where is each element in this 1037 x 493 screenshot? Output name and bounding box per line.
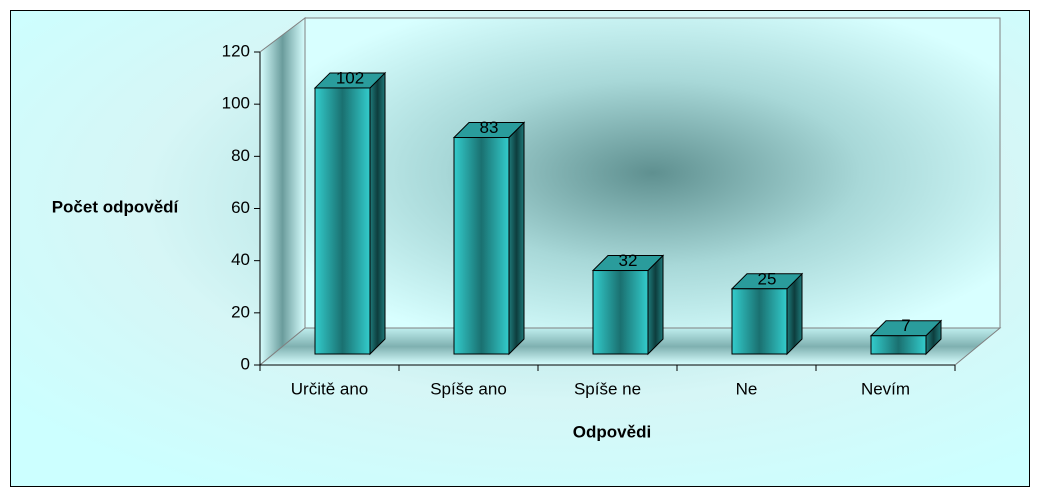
bar-side: [508, 121, 525, 356]
x-tick-label: Určitě ano: [291, 379, 368, 398]
x-axis-label: Odpovědi: [573, 422, 651, 441]
x-tick-label: Spíše ne: [574, 379, 641, 398]
value-label: 32: [619, 251, 638, 270]
x-tick-label: Spíše ano: [430, 379, 507, 398]
bar: [313, 71, 387, 356]
value-label: 7: [901, 316, 910, 335]
bar: [591, 254, 665, 356]
value-label: 102: [336, 68, 364, 87]
y-tick-label: 100: [222, 94, 250, 113]
y-tick-label: 40: [231, 250, 250, 269]
bar-front: [731, 288, 788, 355]
y-tick-label: 20: [231, 302, 250, 321]
y-axis-label: Počet odpovědí: [52, 197, 180, 216]
y-tick-label: 60: [231, 198, 250, 217]
value-label: 83: [480, 118, 499, 137]
bar: [452, 121, 526, 356]
y-tick-label: 80: [231, 146, 250, 165]
x-tick-label: Ne: [736, 379, 758, 398]
bar: [730, 272, 804, 356]
bar-front: [870, 335, 927, 355]
y-tick-label: 0: [241, 354, 250, 373]
bar-side: [369, 71, 386, 356]
x-tick-label: Nevím: [861, 379, 910, 398]
side-wall: [259, 16, 306, 367]
y-tick-label: 120: [222, 41, 250, 60]
bar-front: [592, 270, 649, 355]
bar-front: [453, 137, 510, 355]
bar-front: [314, 87, 371, 355]
value-label: 25: [758, 269, 777, 288]
bar: [869, 319, 943, 356]
bar-side: [647, 254, 664, 356]
